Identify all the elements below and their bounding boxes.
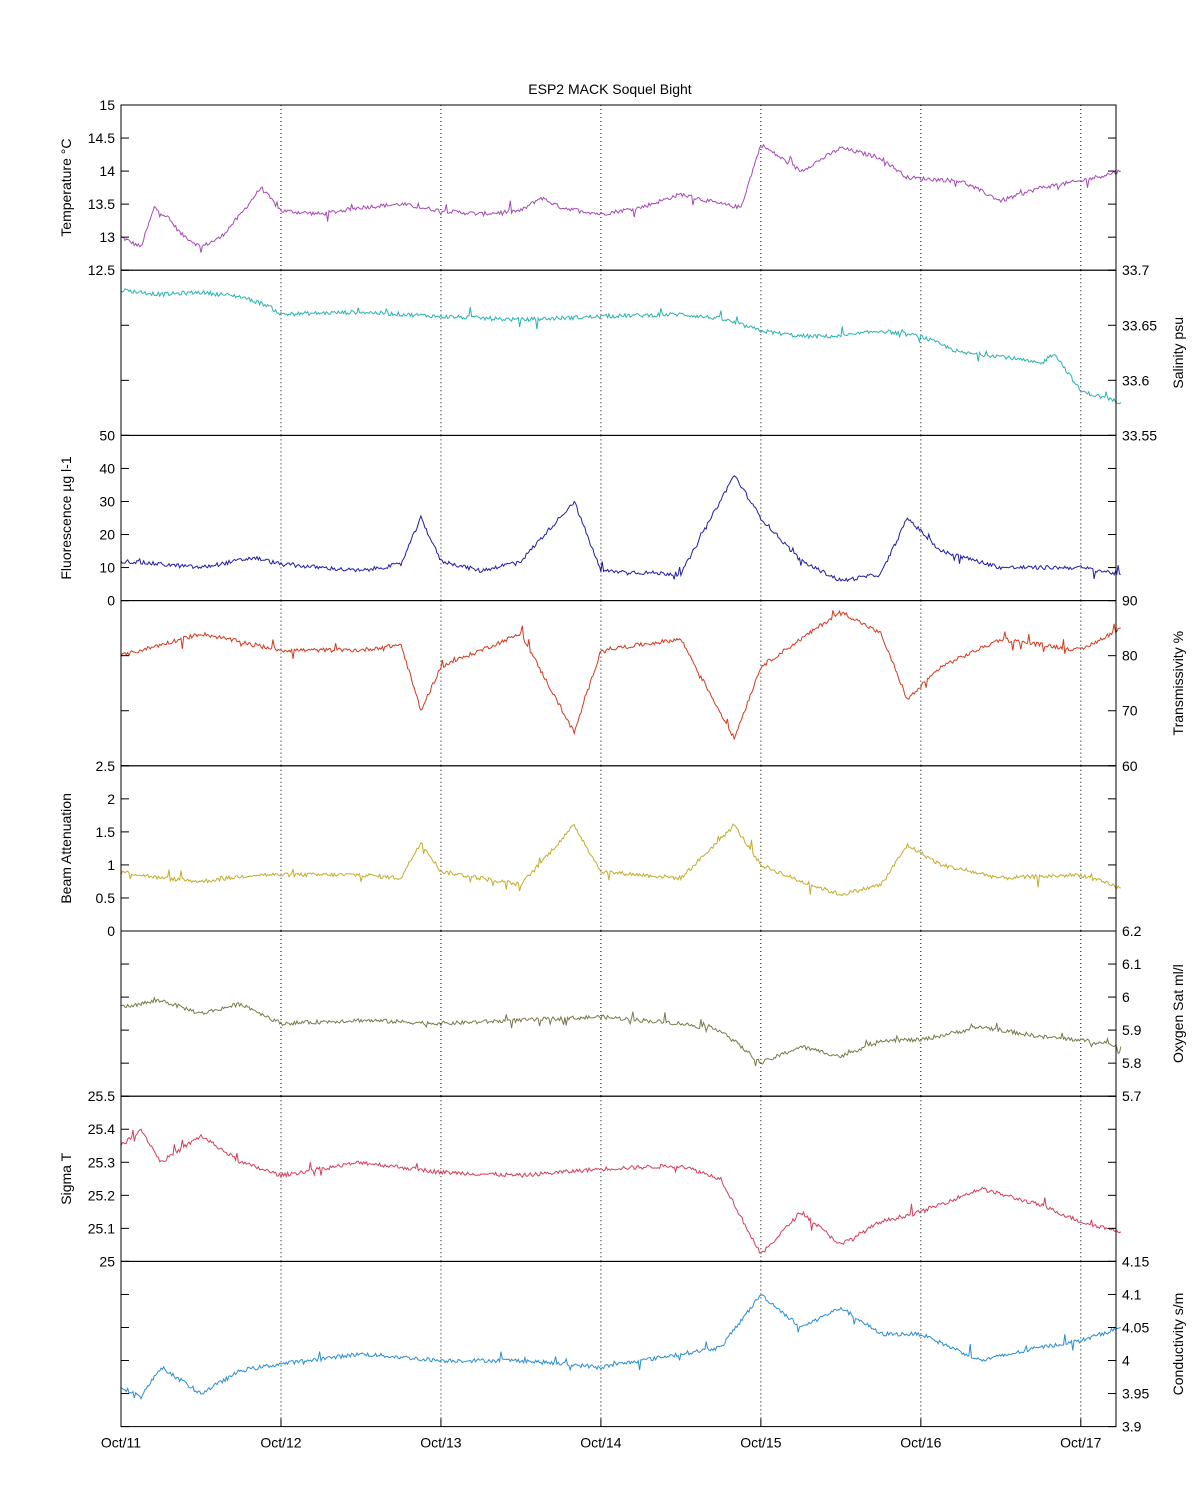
y-tick-label: 12.5 [88, 262, 115, 278]
y-tick-label: 40 [99, 460, 115, 476]
panel-fluorescence: 0 10 20 30 40 50 Fluorescence µg l-1 [58, 427, 1121, 609]
panel-frame [120, 765, 1117, 932]
y-tick-label: 14.5 [88, 130, 115, 146]
y-tick-label: 2 [107, 791, 115, 807]
panel-temperature: 12.5 13 13.5 14 14.5 15 Temperature °C [58, 97, 1121, 278]
panel-frame [120, 600, 1117, 767]
x-tick-label: Oct/16 [900, 1435, 941, 1451]
y-tick-label: 3.95 [1122, 1386, 1149, 1402]
x-tick-label: Oct/11 [101, 1435, 141, 1451]
y-tick-label: 13.5 [88, 196, 115, 212]
y-tick-label: 25.4 [88, 1121, 115, 1137]
y-tick-label: 14 [99, 163, 115, 179]
x-tick-label: Oct/15 [740, 1435, 781, 1451]
x-tick-labels: Oct/11 Oct/12 Oct/13 Oct/14 Oct/15 Oct/16 Oct/… [101, 1418, 1102, 1451]
figure-title: ESP2 MACK Soquel Bight [528, 81, 692, 97]
y-tick-label: 3.9 [1122, 1419, 1142, 1435]
series-line-conductivity [120, 1294, 1121, 1401]
panel-frame [120, 930, 1117, 1097]
y-tick-label: 80 [1122, 648, 1138, 664]
y-tick-label: 25.3 [88, 1154, 115, 1170]
series-line-fluorescence [120, 475, 1121, 583]
x-tick-label: Oct/13 [420, 1435, 461, 1451]
y-axis-label: Salinity psu [1170, 317, 1186, 389]
y-tick-label: 10 [99, 560, 115, 576]
series-line-beam-attenuation [120, 823, 1121, 897]
panel-frame [120, 1095, 1117, 1262]
series-line-salinity [120, 288, 1122, 405]
y-tick-label: 0 [107, 593, 115, 609]
y-axis-label: Temperature °C [58, 138, 74, 236]
panel-frame [120, 1260, 1117, 1428]
y-tick-label: 25 [99, 1253, 115, 1269]
y-axis-label: Transmissivity % [1170, 631, 1186, 736]
y-tick-label: 1.5 [96, 824, 116, 840]
y-tick-label: 90 [1122, 593, 1138, 609]
y-tick-label: 4.1 [1122, 1286, 1142, 1302]
series-line-temperature [120, 143, 1121, 253]
panel-sigma-t: 25 25.1 25.2 25.3 25.4 25.5 Sigma T [58, 1088, 1122, 1269]
y-tick-label: 33.55 [1122, 427, 1157, 443]
y-tick-label: 15 [99, 97, 115, 113]
y-axis-label: Beam Attenuation [58, 793, 74, 904]
y-tick-label: 60 [1122, 758, 1138, 774]
y-tick-label: 50 [99, 427, 115, 443]
y-tick-label: 2.5 [96, 758, 116, 774]
series-line-sigma-t [120, 1128, 1122, 1255]
y-tick-label: 6 [1122, 989, 1130, 1005]
y-tick-label: 1 [107, 857, 115, 873]
y-tick-label: 25.2 [88, 1187, 115, 1203]
panel-oxygen-saturation: 5.7 5.8 5.9 6 6.1 6.2 Oxygen Sat ml/l [120, 923, 1186, 1104]
series-line-oxygen-saturation [120, 995, 1122, 1067]
y-tick-label: 33.7 [1122, 262, 1149, 278]
x-tick-label: Oct/12 [260, 1435, 301, 1451]
y-tick-label: 5.8 [1122, 1055, 1142, 1071]
panel-beam-attenuation: 0 0.5 1 1.5 2 2.5 Beam Attenuation [58, 758, 1121, 939]
y-tick-label: 4.05 [1122, 1319, 1149, 1335]
y-tick-label: 5.9 [1122, 1022, 1142, 1038]
y-axis-label: Fluorescence µg l-1 [58, 456, 74, 579]
y-tick-label: 33.65 [1122, 317, 1157, 333]
y-tick-label: 6.2 [1122, 923, 1142, 939]
y-tick-label: 0 [107, 923, 115, 939]
y-tick-label: 33.6 [1122, 372, 1149, 388]
y-tick-label: 4 [1122, 1353, 1130, 1369]
y-tick-label: 5.7 [1122, 1088, 1142, 1104]
y-tick-label: 0.5 [96, 890, 116, 906]
x-tick-label: Oct/14 [580, 1435, 621, 1451]
y-tick-label: 20 [99, 527, 115, 543]
panel-conductivity: 3.9 3.95 4 4.05 4.1 4.15 Conductivity s/m [120, 1253, 1186, 1435]
y-tick-label: 6.1 [1122, 956, 1142, 972]
y-axis-label: Conductivity s/m [1170, 1293, 1186, 1396]
y-tick-label: 70 [1122, 703, 1138, 719]
panel-frame [120, 104, 1117, 271]
y-axis-label: Oxygen Sat ml/l [1170, 964, 1186, 1063]
y-tick-label: 4.15 [1122, 1253, 1149, 1269]
y-tick-label: 25.1 [88, 1220, 115, 1236]
panel-frame [120, 434, 1117, 602]
y-axis-label: Sigma T [58, 1152, 74, 1204]
series-line-transmissivity [120, 609, 1121, 741]
panel-transmissivity: 60 70 80 90 Transmissivity % [120, 593, 1186, 774]
panel-salinity: 33.55 33.6 33.65 33.7 Salinity psu [120, 262, 1186, 443]
y-tick-label: 13 [99, 229, 115, 245]
y-tick-label: 25.5 [88, 1088, 115, 1104]
x-tick-label: Oct/17 [1060, 1435, 1101, 1451]
y-tick-label: 30 [99, 493, 115, 509]
